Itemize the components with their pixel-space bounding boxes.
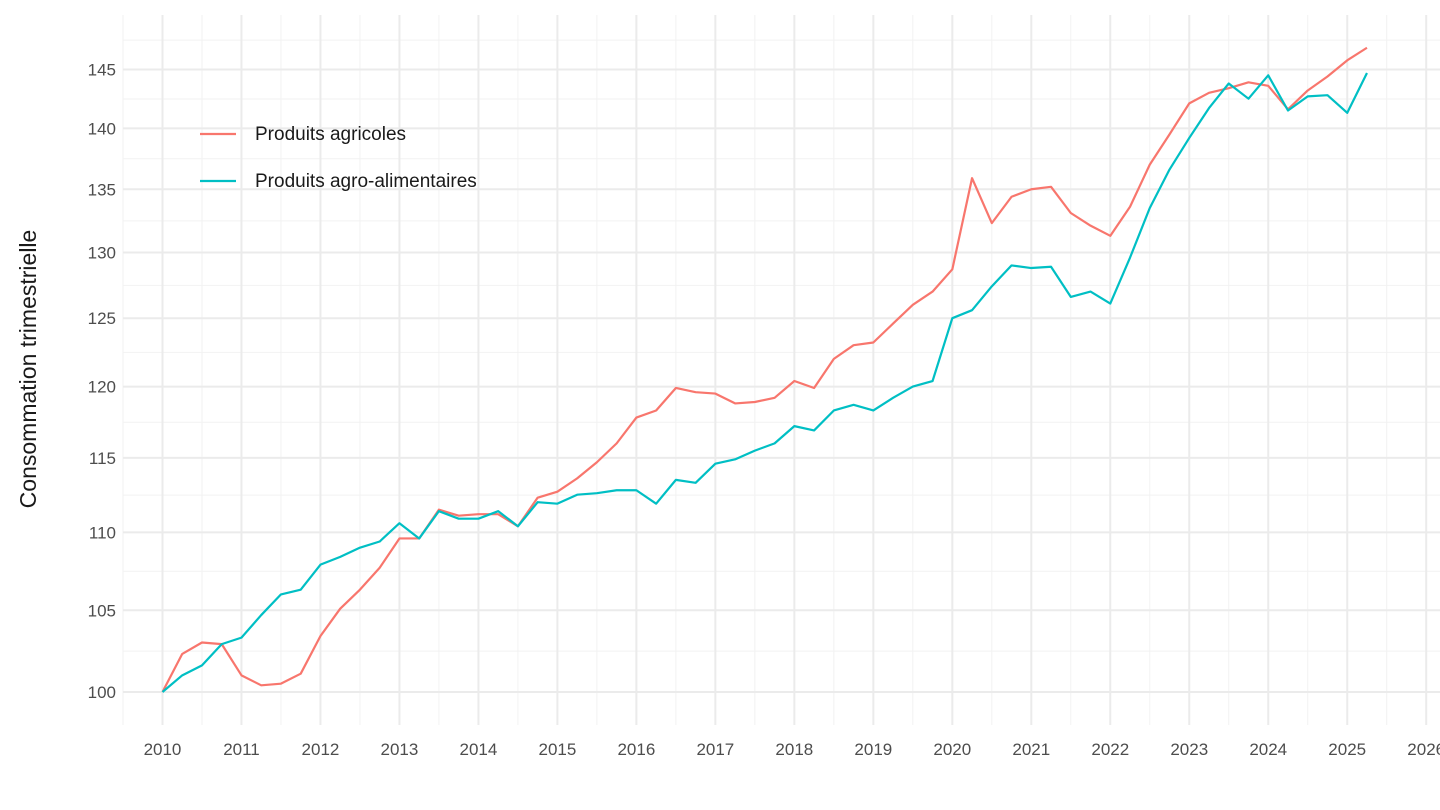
y-tick-label: 130	[88, 243, 116, 262]
y-tick-label: 115	[89, 449, 116, 468]
x-tick-label: 2016	[617, 740, 655, 759]
x-tick-label: 2013	[381, 740, 419, 759]
x-tick-label: 2020	[933, 740, 971, 759]
legend-label: Produits agricoles	[255, 124, 406, 145]
y-tick-label: 145	[88, 61, 116, 80]
y-tick-label: 125	[88, 309, 116, 328]
x-tick-label: 2021	[1012, 740, 1050, 759]
y-tick-label: 105	[88, 601, 116, 620]
x-tick-label: 2019	[854, 740, 892, 759]
x-tick-label: 2017	[696, 740, 734, 759]
y-axis-title: Consommation trimestrielle	[15, 230, 41, 509]
x-tick-label: 2024	[1249, 740, 1287, 759]
x-tick-label: 2011	[223, 740, 260, 759]
y-tick-label: 140	[88, 119, 116, 138]
x-tick-label: 2015	[538, 740, 576, 759]
y-tick-label: 100	[88, 683, 116, 702]
x-tick-label: 2018	[775, 740, 813, 759]
x-tick-label: 2010	[144, 740, 182, 759]
x-tick-label: 2014	[460, 740, 498, 759]
x-tick-label: 2026	[1407, 740, 1440, 759]
series-line	[161, 46, 1368, 693]
y-tick-label: 110	[89, 523, 116, 542]
x-tick-label: 2025	[1328, 740, 1366, 759]
x-tick-label: 2012	[302, 740, 340, 759]
legend-label: Produits agro-alimentaires	[255, 171, 477, 192]
y-tick-label: 120	[88, 378, 116, 397]
lines	[161, 46, 1368, 693]
labels: 100 105 110 115 120 125 130 135 140 145 2010 2011 20…	[88, 61, 1440, 759]
y-tick-label: 135	[88, 180, 116, 199]
x-tick-label: 2022	[1091, 740, 1129, 759]
series-line	[161, 72, 1368, 693]
x-tick-label: 2023	[1170, 740, 1208, 759]
grid	[122, 15, 1440, 725]
